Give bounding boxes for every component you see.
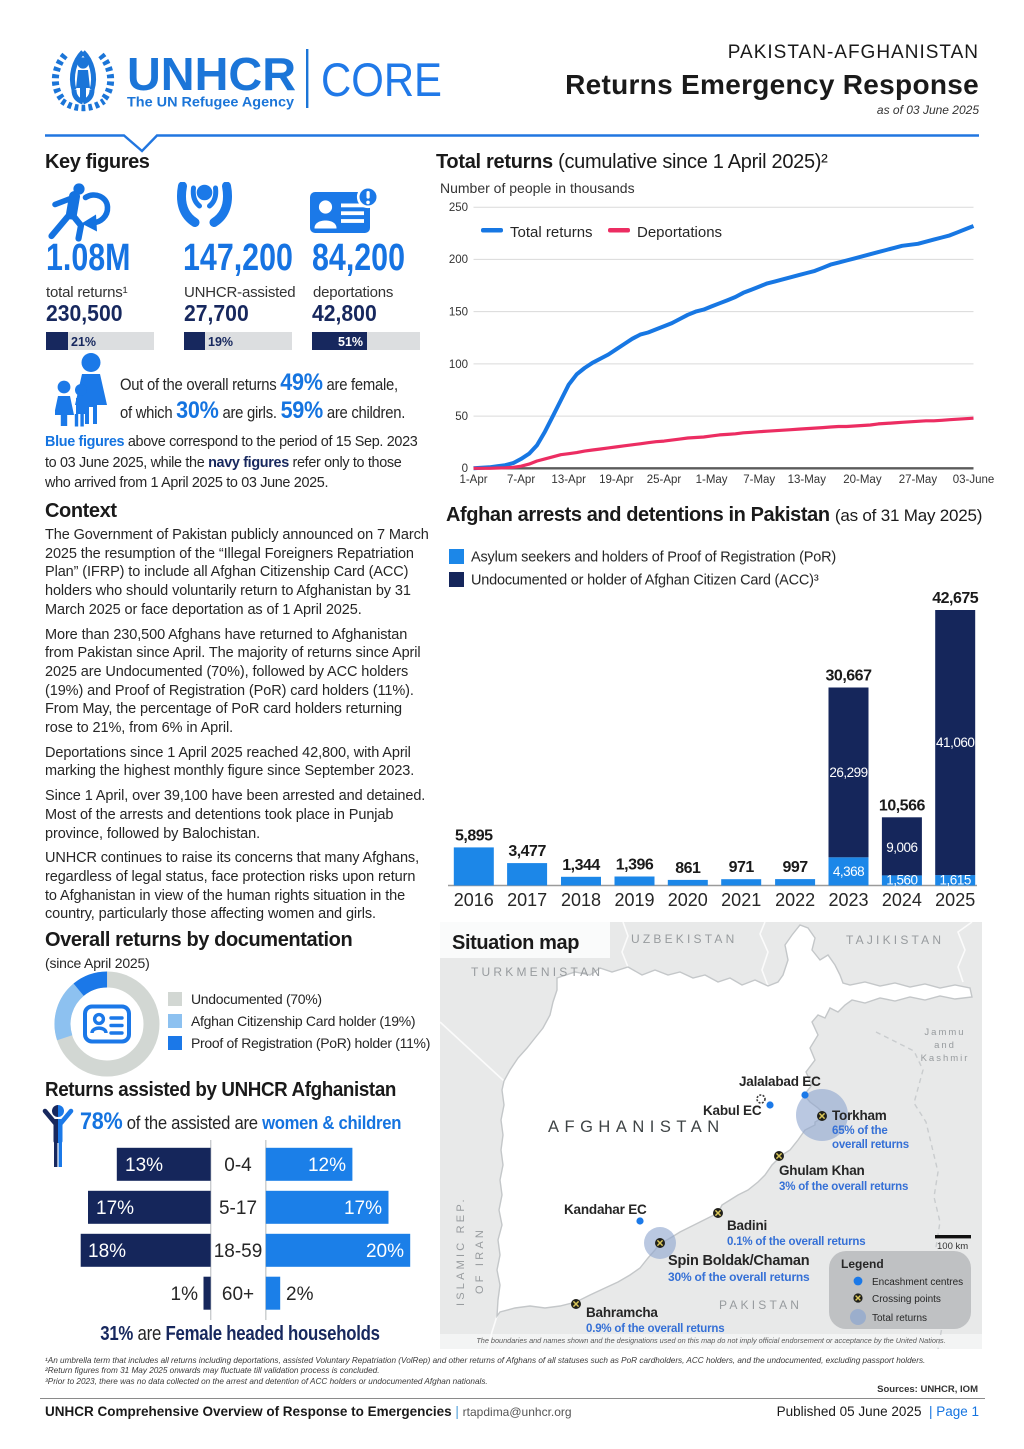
- svg-text:971: 971: [729, 859, 755, 876]
- svg-text:TURKMENISTAN: TURKMENISTAN: [471, 965, 603, 979]
- svg-text:Kandahar EC: Kandahar EC: [564, 1202, 647, 1217]
- svg-text:1-May: 1-May: [696, 474, 728, 486]
- svg-text:UNHCR: UNHCR: [127, 48, 296, 100]
- svg-text:03-June: 03-June: [953, 474, 995, 486]
- svg-text:9,006: 9,006: [886, 840, 917, 855]
- svg-text:27-May: 27-May: [899, 474, 938, 486]
- svg-text:Legend: Legend: [841, 1257, 884, 1271]
- svg-text:Torkham: Torkham: [832, 1108, 887, 1123]
- svg-text:UZBEKISTAN: UZBEKISTAN: [631, 932, 737, 946]
- svg-text:Kabul EC: Kabul EC: [703, 1103, 762, 1118]
- svg-text:Bahramcha: Bahramcha: [586, 1305, 658, 1320]
- svg-text:Kashmir: Kashmir: [921, 1053, 970, 1064]
- svg-text:18%: 18%: [88, 1241, 126, 1262]
- svg-text:0.1% of the overall returns: 0.1% of the overall returns: [727, 1236, 865, 1248]
- svg-text:Ghulam Khan: Ghulam Khan: [779, 1163, 865, 1178]
- svg-text:18-59: 18-59: [214, 1241, 263, 1262]
- svg-text:2%: 2%: [286, 1284, 314, 1305]
- svg-text:13-Apr: 13-Apr: [551, 474, 586, 486]
- svg-text:4,368: 4,368: [833, 864, 864, 879]
- svg-text:ISLAMIC REP.: ISLAMIC REP.: [455, 1196, 467, 1306]
- svg-text:Asylum seekers and holders of: Asylum seekers and holders of Proof of R…: [471, 550, 836, 566]
- svg-text:20%: 20%: [366, 1241, 404, 1262]
- svg-text:2020: 2020: [668, 890, 708, 910]
- svg-text:2019: 2019: [614, 890, 654, 910]
- svg-text:100: 100: [449, 359, 468, 371]
- svg-text:The boundaries and names shown: The boundaries and names shown and the d…: [476, 1336, 945, 1345]
- svg-text:20-May: 20-May: [843, 474, 882, 486]
- svg-text:Total returns: Total returns: [510, 224, 593, 241]
- svg-text:Badini: Badini: [727, 1218, 767, 1233]
- svg-text:5,895: 5,895: [455, 827, 493, 844]
- svg-text:and: and: [934, 1040, 956, 1051]
- svg-text:3% of the overall returns: 3% of the overall returns: [779, 1181, 908, 1193]
- svg-text:TAJIKISTAN: TAJIKISTAN: [846, 933, 944, 947]
- svg-text:2022: 2022: [775, 890, 815, 910]
- svg-text:overall returns: overall returns: [832, 1139, 909, 1151]
- svg-text:13-May: 13-May: [788, 474, 827, 486]
- svg-text:Undocumented or holder of Afgh: Undocumented or holder of Afghan Citizen…: [471, 573, 819, 589]
- svg-text:2021: 2021: [721, 890, 761, 910]
- svg-text:7-May: 7-May: [743, 474, 775, 486]
- svg-text:100 km: 100 km: [937, 1241, 968, 1252]
- svg-text:2016: 2016: [454, 890, 494, 910]
- svg-text:1,560: 1,560: [886, 873, 917, 888]
- svg-text:2025: 2025: [935, 890, 975, 910]
- svg-text:1,615: 1,615: [940, 873, 971, 888]
- svg-text:Spin Boldak/Chaman: Spin Boldak/Chaman: [668, 1253, 809, 1269]
- svg-text:Encashment centres: Encashment centres: [872, 1277, 963, 1288]
- svg-text:Jalalabad EC: Jalalabad EC: [739, 1074, 821, 1089]
- svg-text:AFGHANISTAN: AFGHANISTAN: [548, 1118, 725, 1136]
- svg-text:2024: 2024: [882, 890, 922, 910]
- svg-text:0: 0: [462, 463, 468, 475]
- svg-text:PAKISTAN: PAKISTAN: [719, 1298, 802, 1312]
- svg-text:The UN Refugee Agency: The UN Refugee Agency: [127, 94, 294, 110]
- svg-text:50: 50: [455, 411, 468, 423]
- svg-text:861: 861: [675, 860, 701, 877]
- svg-text:25-Apr: 25-Apr: [647, 474, 682, 486]
- svg-text:60+: 60+: [222, 1284, 254, 1305]
- svg-text:17%: 17%: [344, 1198, 382, 1219]
- svg-text:CORE: CORE: [321, 53, 442, 106]
- svg-text:Situation map: Situation map: [452, 932, 579, 954]
- svg-text:Deportations: Deportations: [637, 224, 722, 241]
- svg-text:250: 250: [449, 202, 468, 214]
- svg-text:Crossing points: Crossing points: [872, 1294, 941, 1305]
- svg-text:12%: 12%: [308, 1155, 346, 1176]
- svg-text:65% of the: 65% of the: [832, 1125, 888, 1137]
- svg-text:5-17: 5-17: [219, 1198, 257, 1219]
- svg-text:42,675: 42,675: [932, 590, 979, 607]
- svg-text:1-Apr: 1-Apr: [459, 474, 487, 486]
- svg-text:17%: 17%: [96, 1198, 134, 1219]
- svg-text:1,344: 1,344: [562, 857, 600, 874]
- svg-text:OF IRAN: OF IRAN: [474, 1227, 486, 1294]
- svg-text:0-4: 0-4: [224, 1155, 252, 1176]
- svg-text:997: 997: [782, 859, 808, 876]
- svg-text:Total returns: Total returns: [872, 1313, 927, 1324]
- svg-text:150: 150: [449, 307, 468, 319]
- svg-text:41,060: 41,060: [936, 735, 974, 750]
- svg-text:0.9% of the overall returns: 0.9% of the overall returns: [586, 1323, 724, 1335]
- svg-text:3,477: 3,477: [508, 843, 546, 860]
- svg-text:2018: 2018: [561, 890, 601, 910]
- svg-text:30,667: 30,667: [826, 668, 873, 685]
- svg-text:2023: 2023: [828, 890, 868, 910]
- svg-text:2017: 2017: [507, 890, 547, 910]
- svg-text:19-Apr: 19-Apr: [599, 474, 634, 486]
- svg-text:26,299: 26,299: [829, 765, 867, 780]
- svg-text:1%: 1%: [171, 1284, 199, 1305]
- svg-text:13%: 13%: [125, 1155, 163, 1176]
- svg-text:10,566: 10,566: [879, 797, 926, 814]
- svg-text:Jammu: Jammu: [924, 1027, 965, 1038]
- svg-text:30% of the overall returns: 30% of the overall returns: [668, 1270, 810, 1284]
- svg-text:200: 200: [449, 254, 468, 266]
- svg-text:1,396: 1,396: [616, 857, 654, 874]
- svg-text:7-Apr: 7-Apr: [507, 474, 535, 486]
